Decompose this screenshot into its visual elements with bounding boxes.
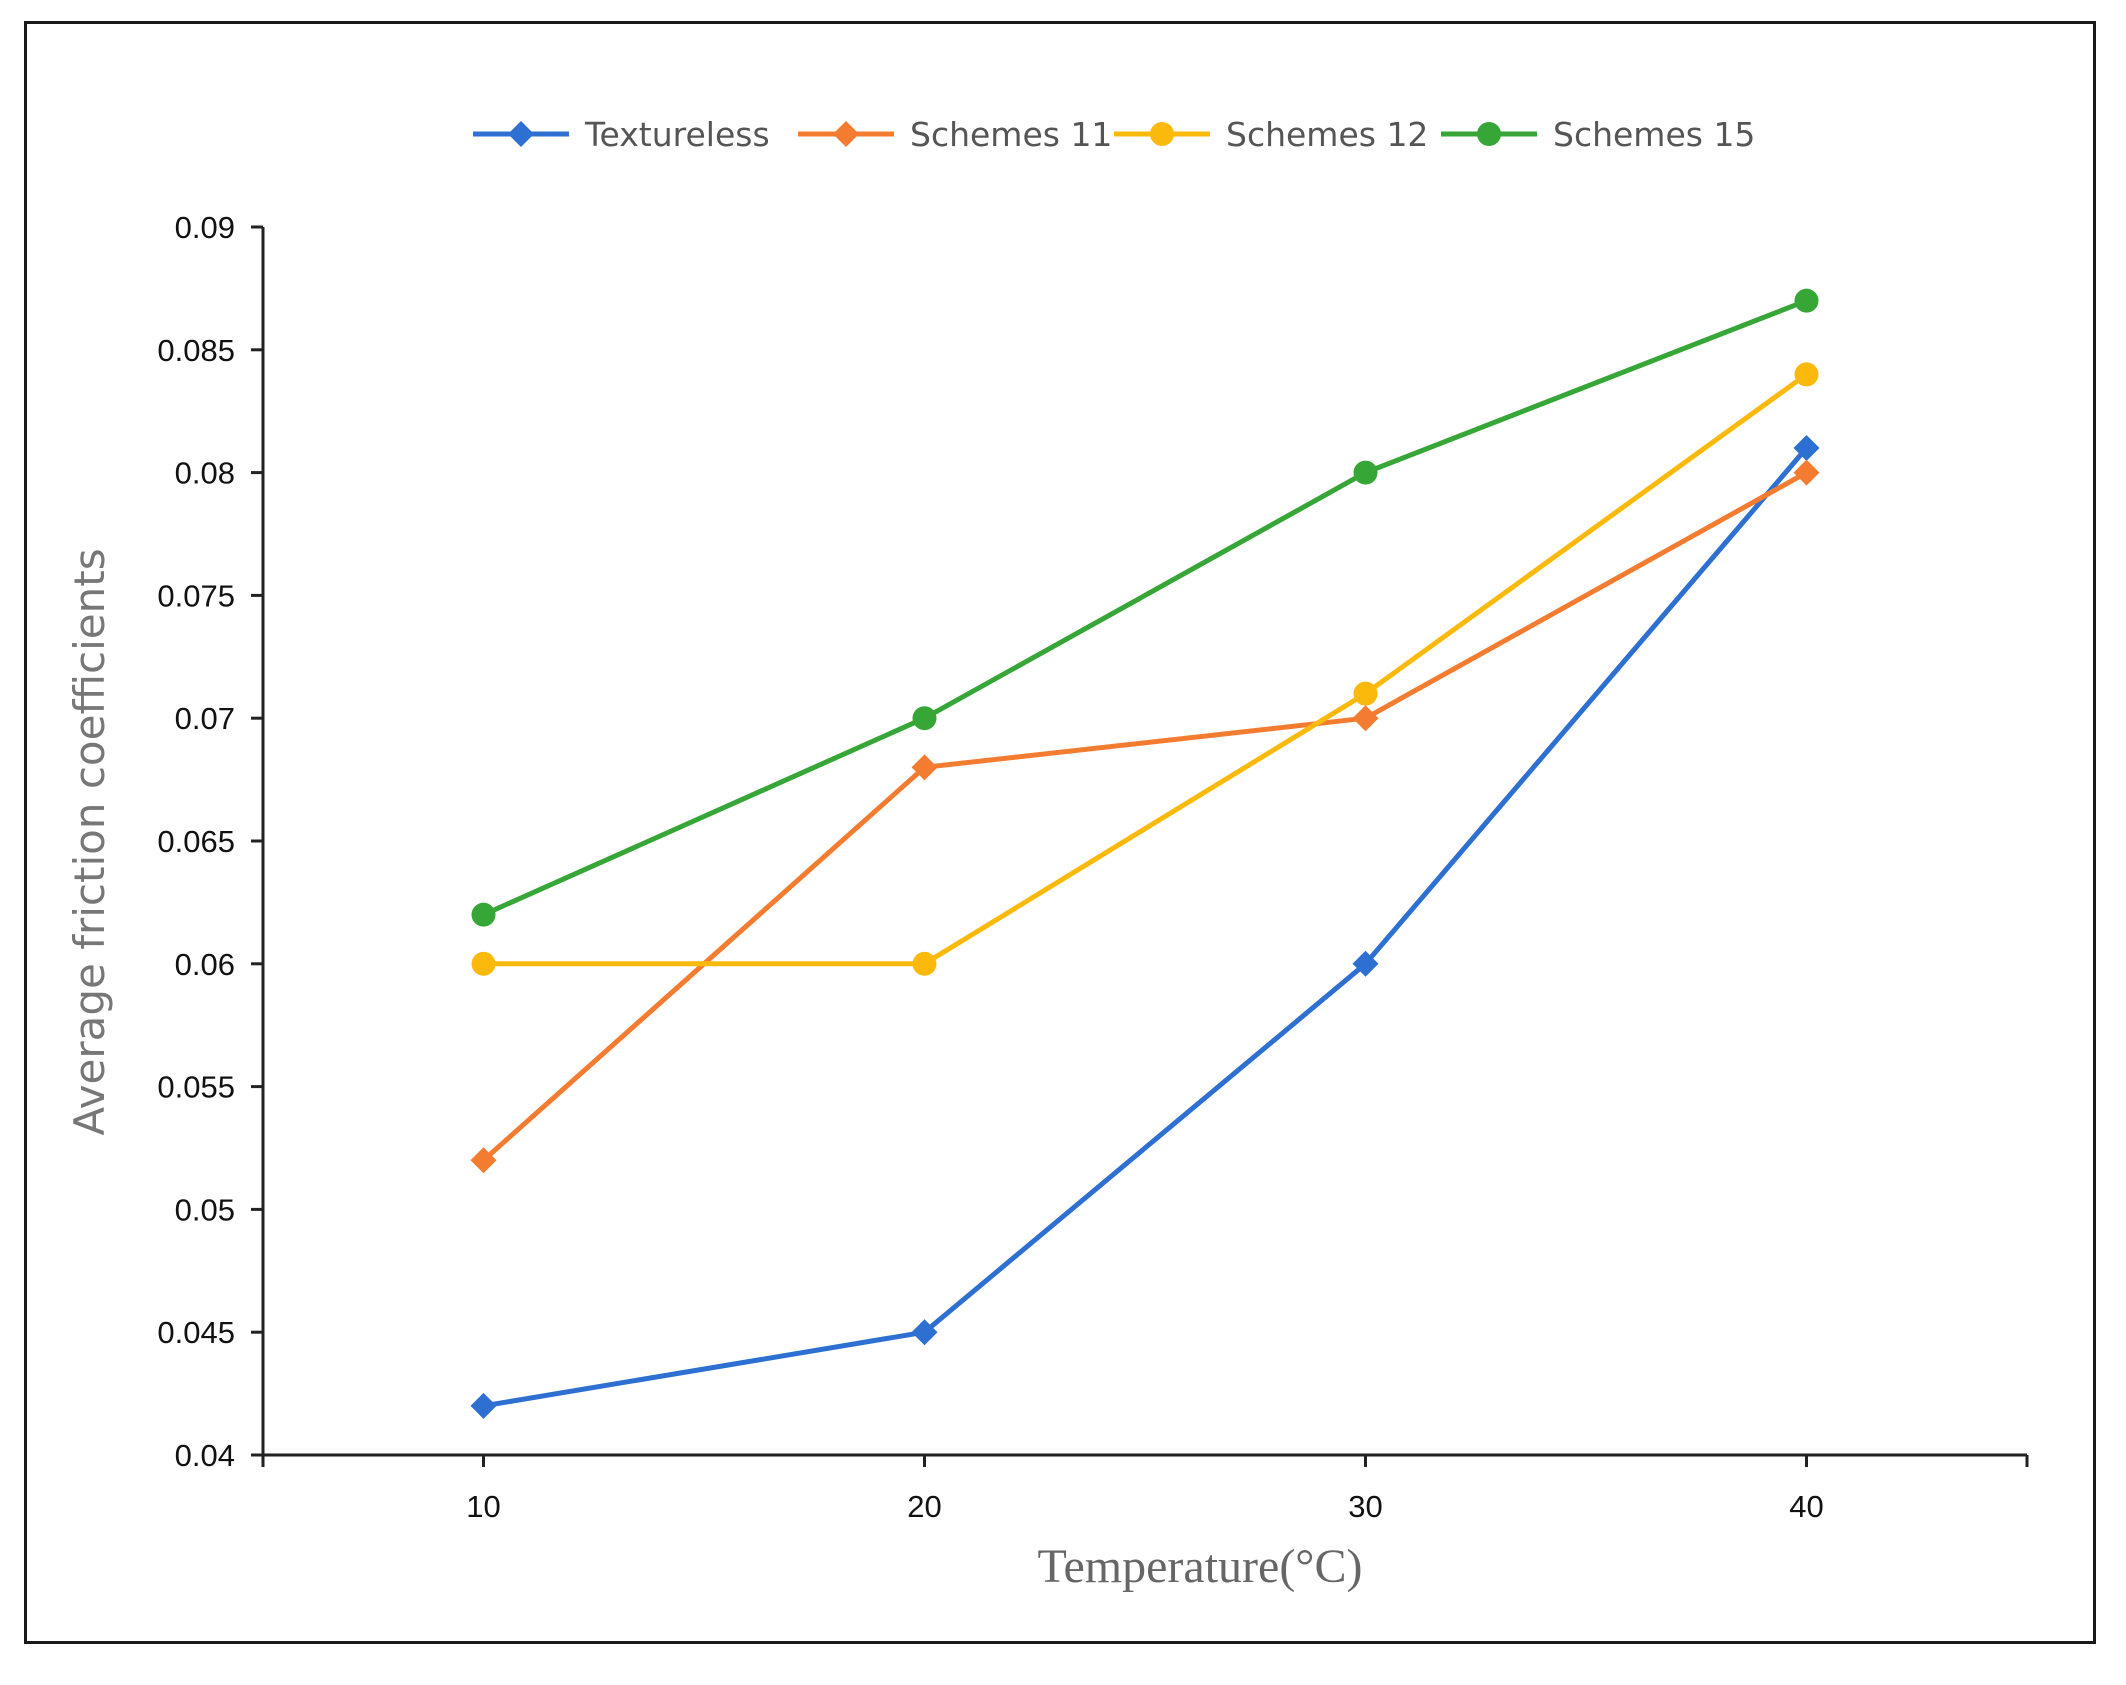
data-point-schemes-11 [470,1147,497,1174]
series-line-textureless [481,445,1809,1409]
series-line-schemes-12 [481,371,1809,967]
y-axis-title: Average friction coefficients [65,548,114,1135]
data-point-schemes-12 [1353,681,1378,706]
y-ticks: 0.04 0.045 0.05 0.055 0.06 0.065 0.07 0.075 0.08… [157,210,263,1473]
data-point-textureless [1352,950,1379,977]
x-ticks: 10 20 30 40 [261,1455,2029,1524]
series-schemes-12 [471,362,1819,976]
y-tick-label: 0.065 [157,824,235,859]
legend-item-schemes-15: Schemes 15 [1441,115,1755,154]
y-tick-label: 0.09 [175,210,235,245]
legend: Textureless Schemes 11 Schemes 12 Schemes 1… [473,115,1755,154]
x-axis-title: Temperature(°C) [1037,1540,1362,1593]
series-schemes-15 [471,288,1819,927]
data-point-schemes-11 [1352,705,1379,732]
legend-label: Schemes 15 [1553,115,1755,154]
y-tick-label: 0.045 [157,1315,235,1350]
chart-frame [24,21,2096,1644]
legend-marker [1150,122,1174,146]
legend-item-textureless: Textureless [473,115,770,154]
data-point-schemes-12 [912,951,937,976]
legend-label: Schemes 11 [910,115,1112,154]
y-tick-label: 0.055 [157,1070,235,1105]
data-point-schemes-11 [1793,459,1820,486]
y-tick-label: 0.04 [175,1438,235,1473]
legend-label: Schemes 12 [1226,115,1428,154]
y-tick-label: 0.05 [175,1192,235,1227]
data-point-schemes-15 [912,706,937,731]
data-point-schemes-15 [471,902,496,927]
y-tick-label: 0.085 [157,333,235,368]
axes [261,227,2027,1457]
data-point-textureless [1793,435,1820,462]
data-point-schemes-11 [911,754,938,781]
legend-marker [1477,122,1501,146]
data-point-schemes-12 [1794,362,1819,387]
y-tick-label: 0.075 [157,578,235,613]
data-point-textureless [470,1392,497,1419]
x-tick-label: 20 [907,1489,941,1524]
legend-marker [508,121,534,147]
x-tick-label: 10 [466,1489,500,1524]
legend-marker [833,121,859,147]
y-tick-label: 0.07 [175,701,235,736]
series-line-schemes-15 [481,298,1809,918]
data-point-schemes-12 [471,951,496,976]
y-tick-label: 0.06 [175,947,235,982]
series-schemes-11 [470,459,1820,1174]
data-point-schemes-15 [1353,460,1378,485]
x-tick-label: 30 [1348,1489,1382,1524]
series-line-schemes-11 [481,470,1809,1163]
data-point-schemes-15 [1794,288,1819,313]
series-textureless [470,435,1820,1419]
y-tick-label: 0.08 [175,456,235,491]
legend-label: Textureless [584,115,770,154]
x-tick-label: 40 [1789,1489,1823,1524]
legend-item-schemes-12: Schemes 12 [1114,115,1428,154]
series-layer [470,288,1820,1419]
legend-item-schemes-11: Schemes 11 [798,115,1112,154]
data-point-textureless [911,1319,938,1346]
